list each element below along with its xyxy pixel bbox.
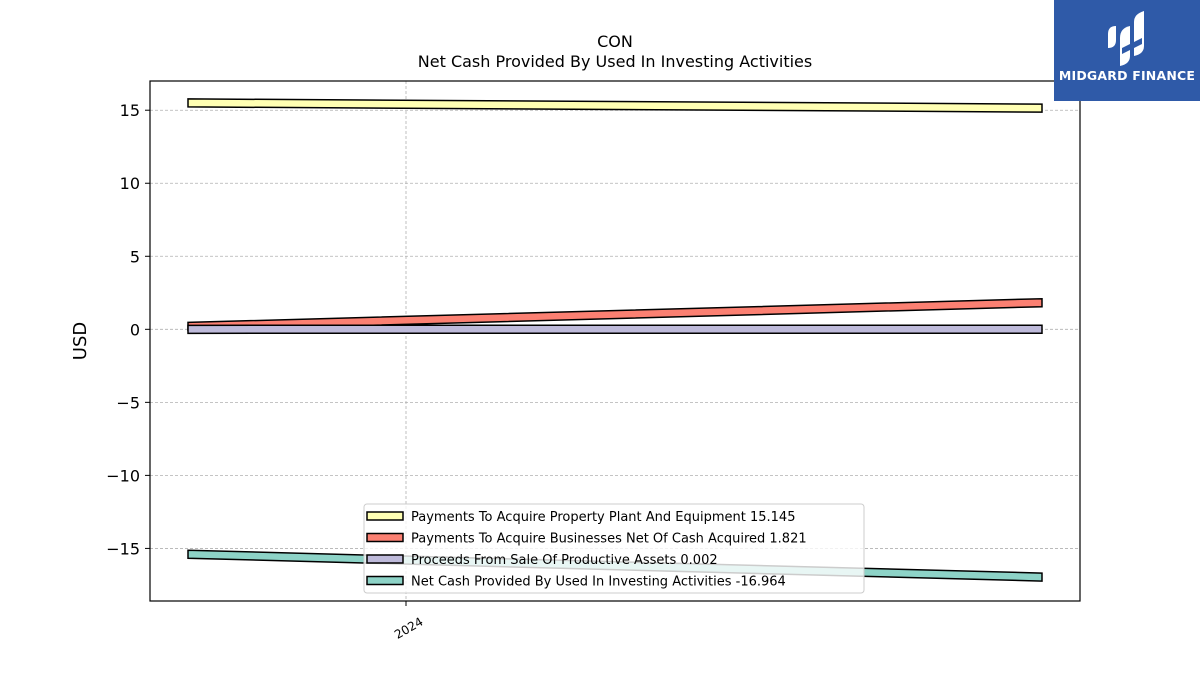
legend-swatch xyxy=(366,575,404,586)
series-band xyxy=(187,324,1043,335)
y-tick-label: 15 xyxy=(120,101,140,120)
y-tick-label: 5 xyxy=(130,247,140,266)
legend-label: Net Cash Provided By Used In Investing A… xyxy=(411,575,786,590)
y-tick-label: 10 xyxy=(120,174,140,193)
legend-swatch xyxy=(366,554,404,564)
y-tick-label: −10 xyxy=(106,466,140,485)
brand-logo: MIDGARD FINANCE xyxy=(1054,0,1200,101)
y-tick-label: 0 xyxy=(130,320,140,339)
legend: Payments To Acquire Property Plant And E… xyxy=(363,503,865,594)
legend-swatch xyxy=(366,532,404,543)
y-tick-label: −15 xyxy=(106,539,140,558)
logo-mark-icon xyxy=(1108,11,1144,66)
legend-box xyxy=(363,503,865,594)
brand-name: MIDGARD FINANCE xyxy=(1058,68,1196,83)
x-tick-label: 2024 xyxy=(392,614,425,641)
y-tick-label: −5 xyxy=(116,393,140,412)
y-axis-label: USD xyxy=(70,322,91,360)
legend-label: Payments To Acquire Property Plant And E… xyxy=(411,510,795,525)
legend-label: Proceeds From Sale Of Productive Assets … xyxy=(411,553,718,568)
plot-frame xyxy=(149,80,1081,602)
legend-label: Payments To Acquire Businesses Net Of Ca… xyxy=(411,532,807,547)
series-band xyxy=(187,98,1043,113)
legend-swatch xyxy=(366,511,404,521)
chart-subtitle: Net Cash Provided By Used In Investing A… xyxy=(417,52,813,71)
chart-title: CON xyxy=(597,32,633,51)
